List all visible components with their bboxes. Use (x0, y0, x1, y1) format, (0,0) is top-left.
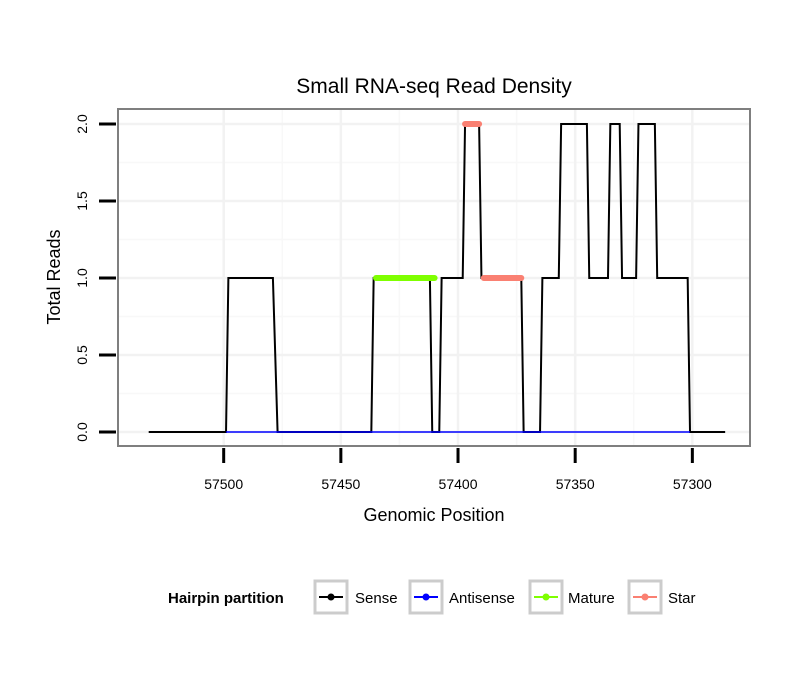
x-axis-title: Genomic Position (363, 505, 504, 525)
y-tick-label: 2.0 (74, 114, 90, 134)
x-tick-label: 57500 (204, 476, 243, 492)
y-tick-label: 1.5 (74, 191, 90, 211)
legend-label-star: Star (668, 590, 696, 607)
axis-layer: 57500 57450 57400 57350 57300 0.0 0.5 1.0 1.5 2.0 (74, 114, 712, 492)
legend-label-mature: Mature (568, 590, 615, 607)
x-tick-label: 57350 (556, 476, 595, 492)
y-tick-label: 1.0 (74, 268, 90, 288)
legend-key-point-sense (327, 593, 335, 601)
chart-title: Small RNA-seq Read Density (296, 75, 572, 98)
legend-key-point-antisense (422, 593, 430, 601)
y-tick-label: 0.0 (74, 422, 90, 442)
legend-key-point-star (641, 593, 649, 601)
legend-label-antisense: Antisense (449, 590, 515, 607)
legend: Hairpin partition Sense Antisense Mature St… (168, 579, 696, 615)
legend-label-sense: Sense (355, 590, 398, 607)
x-tick-label: 57400 (439, 476, 478, 492)
series-layer (148, 121, 726, 433)
y-tick-label: 0.5 (74, 345, 90, 365)
x-tick-label: 57450 (321, 476, 360, 492)
y-axis-title: Total Reads (44, 229, 64, 324)
x-tick-label: 57300 (673, 476, 712, 492)
panel-frame (117, 108, 751, 447)
legend-entries: Sense Antisense Mature Star (313, 579, 696, 615)
legend-title: Hairpin partition (168, 590, 284, 607)
legend-key-point-mature (542, 593, 550, 601)
